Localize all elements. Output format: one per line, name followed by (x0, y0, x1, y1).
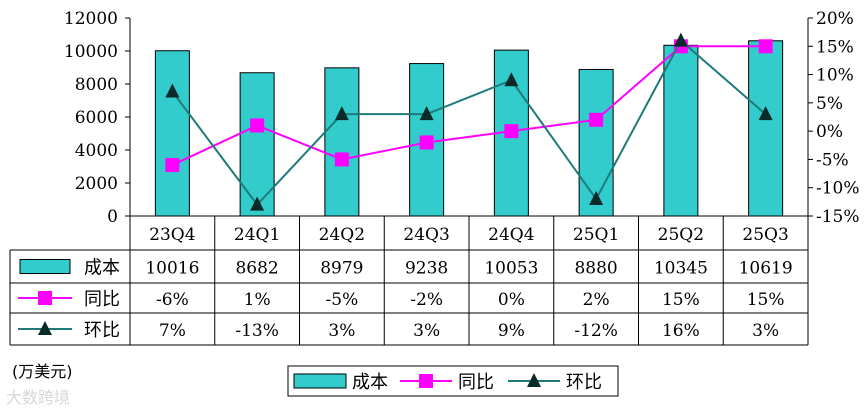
table-cell: 3% (752, 321, 779, 341)
legend-label-qoq: 环比 (566, 372, 602, 393)
table-cell: 1% (244, 290, 271, 310)
bar-23Q4 (154, 50, 190, 217)
point-series-1-23Q4 (165, 158, 180, 173)
table-cell: 7% (159, 321, 186, 341)
point-series-1-25Q1 (589, 112, 604, 127)
axes: 0 2000 4000 6000 8000 10000 12000 -15% -10% -5% 0%… (64, 9, 860, 227)
left-tick-label: 2000 (75, 174, 118, 194)
point-series-1-24Q2 (334, 152, 349, 167)
bar-24Q1 (239, 72, 275, 217)
bar-24Q2 (324, 67, 360, 217)
table-cell: 10619 (739, 259, 793, 279)
left-tick-label: 6000 (75, 108, 118, 128)
category-label: 24Q3 (403, 225, 449, 245)
right-tick-label: 10% (816, 66, 854, 86)
category-label: 24Q4 (488, 225, 534, 245)
row-header-label: 环比 (84, 320, 120, 341)
legend-key-cost (293, 373, 347, 389)
category-label: 24Q1 (234, 225, 280, 245)
right-tick-label: 0% (816, 122, 843, 142)
row-header-label: 同比 (84, 289, 120, 310)
table-cell: -6% (156, 290, 189, 310)
table-cell: 8880 (574, 259, 617, 279)
point-series-2-23Q4 (165, 83, 180, 98)
row-key-marker (38, 321, 52, 335)
legend-marker-qoq (527, 373, 541, 387)
right-tick-label: -10% (816, 179, 860, 199)
table-cell: 8682 (235, 259, 278, 279)
point-series-2-24Q1 (250, 196, 265, 211)
left-tick-label: 10000 (64, 42, 118, 62)
table-cell: -5% (326, 290, 359, 310)
plot-area (154, 32, 784, 217)
line-series-1 (171, 45, 766, 166)
table-cell: 10345 (654, 259, 708, 279)
legend-label-yoy: 同比 (458, 372, 494, 393)
table-cell: -12% (574, 321, 618, 341)
point-series-1-24Q3 (419, 135, 434, 150)
row-header-label: 成本 (84, 258, 120, 279)
table-cell: 9% (498, 321, 525, 341)
table-cell: -13% (235, 321, 279, 341)
table-cell: 2% (583, 290, 610, 310)
point-series-2-25Q1 (589, 191, 604, 206)
table-cell: 9238 (405, 259, 448, 279)
table-cell: 16% (662, 321, 700, 341)
point-series-2-24Q2 (334, 106, 349, 121)
right-tick-label: 15% (816, 37, 854, 57)
point-series-2-24Q4 (504, 72, 519, 87)
bar-25Q2 (663, 44, 699, 217)
point-series-1-24Q4 (504, 124, 519, 139)
left-tick-label: 8000 (75, 75, 118, 95)
point-series-2-25Q2 (673, 32, 688, 47)
legend: 成本 同比 环比 (287, 365, 619, 397)
data-table: 23Q4 24Q1 24Q2 24Q3 24Q4 25Q1 25Q2 25Q3 成本 10016 8… (9, 215, 809, 346)
category-label: 25Q2 (658, 225, 704, 245)
right-tick-label: 20% (816, 9, 854, 29)
point-series-2-24Q3 (419, 106, 434, 121)
left-tick-label: 0 (107, 207, 118, 227)
watermark: 大数跨境 (6, 388, 71, 407)
category-label: 23Q4 (149, 225, 195, 245)
point-series-2-25Q3 (758, 106, 773, 121)
table-cell: 10053 (484, 259, 538, 279)
table-cell: 8979 (320, 259, 363, 279)
legend-marker-yoy (419, 374, 433, 388)
right-tick-label: 5% (816, 94, 843, 114)
bar-25Q3 (748, 40, 784, 217)
table-cell: 0% (498, 290, 525, 310)
bar-25Q1 (578, 68, 614, 217)
right-tick-label: -5% (816, 150, 849, 170)
unit-label: (万美元) (12, 362, 73, 381)
row-key-bar (19, 259, 71, 274)
left-tick-label: 12000 (64, 9, 118, 29)
table-cell: 3% (328, 321, 355, 341)
category-label: 24Q2 (319, 225, 365, 245)
row-key-marker (38, 291, 52, 305)
category-label: 25Q3 (742, 225, 788, 245)
table-cell: -2% (410, 290, 443, 310)
table-cell: 3% (413, 321, 440, 341)
table-cell: 15% (747, 290, 785, 310)
point-series-1-24Q1 (250, 118, 265, 133)
right-tick-label: -15% (816, 207, 860, 227)
line-series-2 (171, 39, 767, 207)
point-series-1-25Q3 (758, 39, 773, 54)
legend-label-cost: 成本 (352, 372, 388, 393)
table-cell: 10016 (145, 259, 199, 279)
table-cell: 15% (662, 290, 700, 310)
left-tick-label: 4000 (75, 141, 118, 161)
category-label: 25Q1 (573, 225, 619, 245)
